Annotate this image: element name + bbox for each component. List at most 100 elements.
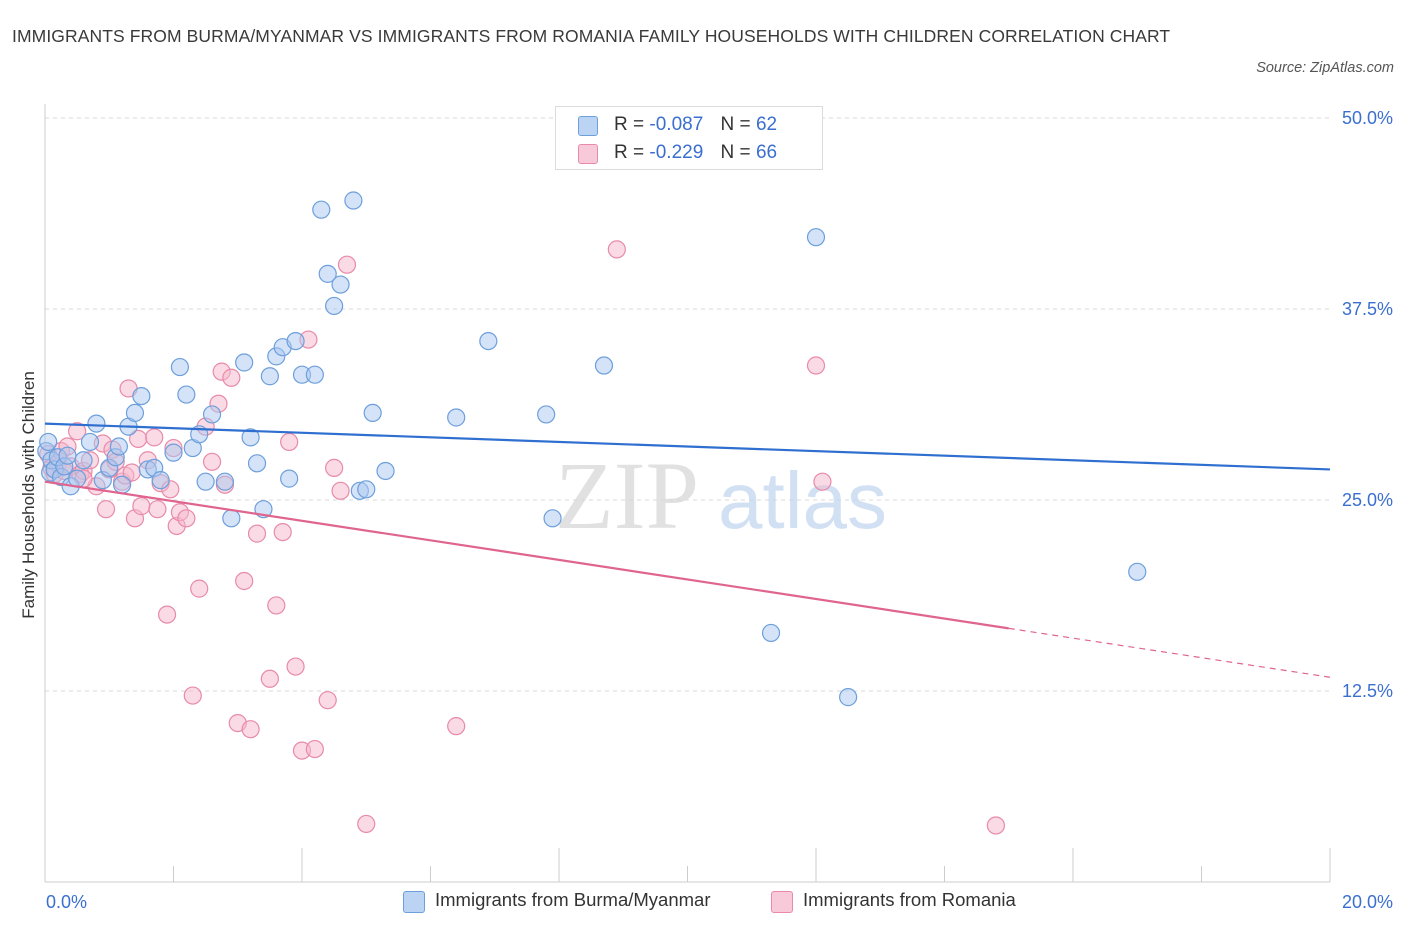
burma-point — [312, 200, 331, 219]
burma-point — [132, 386, 151, 406]
watermark-zip: ZIP — [555, 442, 699, 549]
trend-lines — [44, 422, 1331, 678]
burma-point — [58, 446, 77, 465]
romania-point — [331, 481, 350, 500]
romania-point — [337, 255, 357, 274]
romania-point — [202, 452, 222, 471]
burma-point — [286, 331, 305, 351]
romania-point — [305, 739, 324, 759]
trend-line-romania-extension — [1008, 627, 1331, 678]
romania-point — [148, 500, 167, 519]
legend-label-burma: Immigrants from Burma/Myanmar — [435, 889, 711, 910]
burma-point — [761, 623, 781, 643]
y-tick-label: 25.0% — [1342, 490, 1393, 510]
romania-point — [260, 669, 279, 688]
burma-point — [87, 414, 106, 433]
burma-point — [151, 471, 170, 490]
romania-point — [813, 472, 832, 491]
burma-point — [357, 480, 376, 499]
romania-point — [447, 717, 466, 736]
burma-point — [839, 688, 858, 707]
y-tick-label: 37.5% — [1342, 299, 1393, 319]
correlation-legend: R = -0.087 N = 62 R = -0.229 N = 66 — [555, 106, 823, 170]
chart-title: IMMIGRANTS FROM BURMA/MYANMAR VS IMMIGRA… — [12, 26, 1171, 46]
tick-labels: 12.5% 25.0% 37.5% 50.0% 0.0% 20.0% — [46, 108, 1393, 912]
romania-point — [68, 422, 87, 441]
burma-point — [376, 461, 395, 481]
burma-point — [112, 475, 132, 494]
romania-point — [267, 596, 286, 615]
burma-point — [1128, 562, 1147, 581]
legend-swatch-blue — [403, 891, 425, 913]
legend-swatch-pink — [771, 891, 793, 913]
romania-point — [806, 356, 826, 375]
x-tick-label: 20.0% — [1342, 892, 1393, 912]
burma-point — [202, 405, 222, 424]
burma-point — [318, 264, 337, 283]
series-burma-points — [37, 191, 1147, 707]
y-tick-label: 12.5% — [1342, 681, 1393, 701]
burma-point — [543, 509, 562, 528]
n-value: 66 — [755, 142, 778, 163]
burma-point — [222, 509, 241, 528]
burma-point — [177, 385, 196, 404]
burma-point — [325, 296, 344, 316]
burma-point — [170, 357, 190, 377]
n-value: 62 — [755, 114, 778, 135]
burma-point — [39, 432, 58, 452]
burma-point — [305, 365, 324, 384]
romania-point — [183, 686, 202, 705]
y-axis-label: Family Households with Children — [19, 371, 38, 619]
trend-line-romania — [44, 480, 1009, 630]
burma-point — [806, 228, 826, 247]
romania-point — [607, 240, 626, 259]
legend-label-romania: Immigrants from Romania — [803, 889, 1016, 910]
burma-point — [80, 432, 100, 452]
romania-point — [222, 368, 241, 387]
burma-point — [447, 408, 466, 427]
romania-point — [177, 509, 196, 528]
burma-point — [74, 451, 93, 470]
r-label: R = — [614, 114, 645, 135]
romania-point — [190, 579, 209, 598]
romania-point — [357, 814, 376, 834]
romania-point — [280, 432, 299, 452]
romania-point — [318, 691, 337, 710]
romania-point — [247, 524, 267, 543]
watermark-atlas: atlas — [718, 456, 887, 545]
trend-line-burma — [44, 422, 1331, 471]
watermark: ZIP atlas — [555, 442, 887, 549]
source-label: Source: ZipAtlas.com — [1256, 60, 1394, 76]
burma-point — [164, 443, 183, 462]
burma-point — [196, 472, 215, 491]
burma-point — [479, 331, 498, 351]
grid-lines — [45, 117, 1330, 692]
legend-swatch-blue — [578, 116, 598, 136]
burma-point — [331, 275, 350, 294]
romania-point — [273, 522, 292, 542]
romania-point — [325, 458, 344, 478]
r-label: R = — [614, 142, 645, 163]
legend-swatch-pink — [578, 144, 598, 164]
romania-point — [235, 571, 254, 591]
burma-point — [537, 405, 556, 424]
burma-point — [109, 437, 128, 456]
romania-point — [132, 497, 151, 516]
romania-point — [986, 816, 1006, 835]
burma-point — [241, 428, 260, 447]
romania-point — [286, 657, 305, 676]
burma-point — [260, 367, 279, 386]
n-label: N = — [720, 142, 751, 163]
romania-point — [96, 500, 116, 519]
burma-point — [594, 356, 614, 375]
burma-point — [215, 472, 234, 491]
burma-point — [344, 191, 363, 210]
n-label: N = — [720, 114, 751, 135]
burma-point — [247, 454, 267, 473]
burma-point — [235, 353, 254, 372]
x-tick-label: 0.0% — [46, 892, 87, 912]
burma-point — [280, 469, 299, 488]
romania-point — [157, 605, 177, 624]
burma-point — [125, 403, 145, 423]
